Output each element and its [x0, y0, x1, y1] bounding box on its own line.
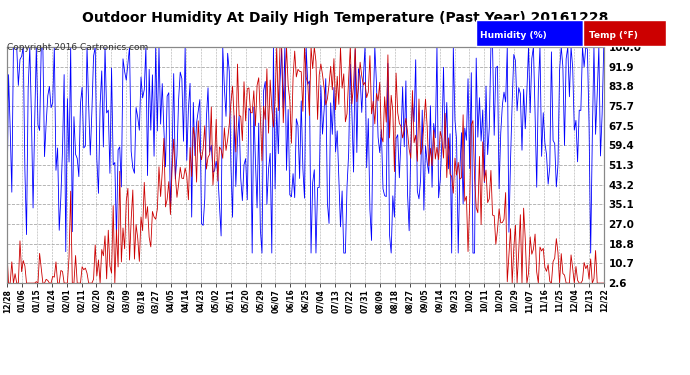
Text: Copyright 2016 Cartronics.com: Copyright 2016 Cartronics.com: [7, 43, 148, 52]
Text: Outdoor Humidity At Daily High Temperature (Past Year) 20161228: Outdoor Humidity At Daily High Temperatu…: [82, 11, 608, 25]
Text: Humidity (%): Humidity (%): [480, 31, 546, 40]
Text: Temp (°F): Temp (°F): [589, 31, 638, 40]
